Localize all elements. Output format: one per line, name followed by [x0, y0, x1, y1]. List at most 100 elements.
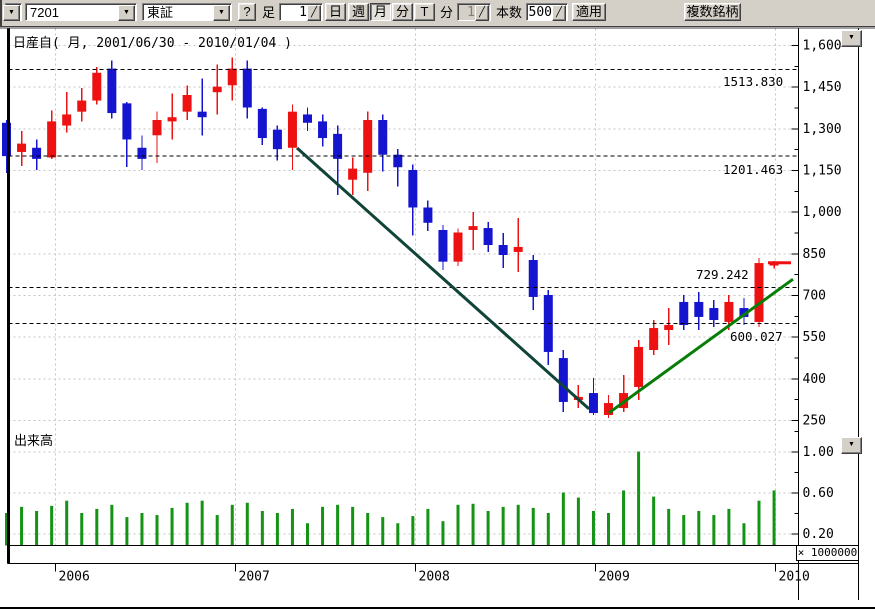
count-field[interactable]: 500 ╱ — [526, 3, 568, 21]
exchange-combobox[interactable]: 東証 ▼ — [142, 3, 232, 21]
volume-axis-scroll-button[interactable]: ▼ — [841, 437, 862, 454]
price-axis-tick-label: 1,600 — [803, 39, 842, 54]
annotation-price-label: 1201.463 — [723, 162, 783, 177]
spinner-icon[interactable]: ╱ — [307, 5, 321, 21]
volume-bar — [20, 506, 24, 546]
volume-bar — [561, 492, 565, 546]
price-axis-scroll-button[interactable]: ▼ — [841, 30, 862, 47]
candlestick — [212, 64, 222, 115]
year-axis-label: 2009 — [599, 570, 630, 585]
volume-bar — [80, 513, 84, 546]
volume-axis-tick-label: 1.00 — [803, 445, 834, 460]
volume-bar — [110, 504, 114, 546]
dropdown-arrow-icon[interactable]: ▼ — [213, 5, 230, 21]
candlestick — [92, 67, 102, 105]
volume-bar — [697, 510, 701, 546]
year-axis-label: 2007 — [239, 570, 270, 585]
volume-bar — [321, 506, 325, 546]
volume-bar — [757, 500, 761, 546]
candlestick — [483, 221, 493, 252]
volume-bar — [95, 508, 99, 546]
candlestick — [77, 88, 87, 122]
candlestick — [32, 139, 42, 170]
bar-type-label: 足 — [262, 5, 276, 20]
volume-bar — [306, 523, 309, 546]
volume-series — [5, 451, 776, 546]
candlestick — [468, 211, 478, 250]
volume-bar — [441, 521, 445, 546]
volume-bar — [275, 513, 279, 546]
minute-field[interactable]: 1 ╱ — [457, 3, 491, 21]
downtrend-line — [296, 146, 590, 411]
volume-bar — [65, 500, 69, 546]
dropdown-arrow-icon[interactable]: ▼ — [118, 5, 135, 21]
dropdown-arrow-icon[interactable]: ▼ — [3, 5, 20, 21]
price-axis-tick-label: 700 — [803, 289, 826, 304]
candlestick — [47, 110, 57, 159]
candlestick — [348, 157, 358, 195]
spinner-icon[interactable]: ╱ — [475, 5, 489, 21]
candlestick — [393, 149, 403, 187]
volume-bar — [742, 523, 746, 546]
candlestick — [227, 57, 237, 101]
period-button-tick[interactable]: T — [414, 3, 435, 21]
volume-bar — [516, 504, 520, 546]
volume-bar — [245, 502, 249, 546]
period-button-day[interactable]: 日 — [325, 3, 346, 21]
candlestick — [303, 107, 312, 132]
candlestick — [558, 350, 568, 412]
candlestick — [167, 93, 177, 140]
period-button-week[interactable]: 週 — [348, 3, 369, 21]
last-price-marker — [768, 261, 791, 265]
candlestick — [754, 258, 764, 327]
candlestick — [107, 60, 117, 119]
history-dropdown[interactable]: ▼ — [3, 3, 22, 21]
symbol-combobox[interactable]: 7201 ▼ — [25, 3, 137, 21]
candlestick — [588, 378, 598, 415]
volume-bar — [682, 515, 686, 546]
candlestick — [664, 308, 674, 345]
help-button[interactable]: ? — [238, 3, 256, 21]
candlestick — [543, 290, 553, 365]
volume-bar — [5, 513, 8, 546]
candlestick — [152, 111, 162, 164]
price-axis-tick-label: 1,300 — [803, 122, 842, 137]
candlestick — [182, 85, 192, 120]
candlestick — [513, 218, 523, 272]
volume-bar — [396, 523, 400, 546]
trendlines — [296, 146, 794, 414]
volume-bar — [772, 490, 776, 546]
chart-frame: 1,600 1,450 1,300 1,150 1,000 850 700 550 400 250… — [0, 27, 875, 600]
bar-interval-value: 1 — [299, 5, 307, 20]
annotation-price-label: 600.027 — [730, 329, 783, 344]
minute-value: 1 — [467, 5, 475, 20]
volume-bar — [607, 513, 610, 546]
apply-button[interactable]: 適用 — [572, 3, 606, 21]
volume-bar — [411, 516, 415, 546]
multi-symbol-button[interactable]: 複数銘柄 — [684, 3, 741, 21]
price-axis-tick-label: 1,150 — [803, 164, 842, 179]
volume-axis-tick-label: 0.20 — [803, 527, 834, 542]
spinner-icon[interactable]: ╱ — [552, 5, 566, 21]
price-axis-tick-label: 850 — [803, 247, 826, 262]
volume-bar — [381, 517, 385, 546]
volume-bar — [727, 508, 731, 546]
candlestick — [453, 228, 463, 266]
volume-axis-tick-label: 0.60 — [803, 486, 834, 501]
volume-bar — [351, 506, 355, 546]
candlestick — [242, 60, 252, 119]
period-button-month[interactable]: 月 — [370, 3, 391, 21]
volume-bar — [185, 502, 189, 546]
volume-bar — [712, 515, 716, 546]
price-axis-tick-label: 400 — [803, 372, 826, 387]
volume-bar — [652, 496, 656, 546]
period-button-minute[interactable]: 分 — [392, 3, 413, 21]
year-axis-label: 2010 — [779, 570, 810, 585]
bar-interval-field[interactable]: 1 ╱ — [279, 3, 323, 21]
candlestick — [619, 375, 629, 412]
candlestick — [62, 92, 72, 133]
price-axis-tick-label: 250 — [803, 414, 826, 429]
chart-title: 日産自( 月, 2001/06/30 - 2010/01/04 ) — [13, 36, 292, 51]
